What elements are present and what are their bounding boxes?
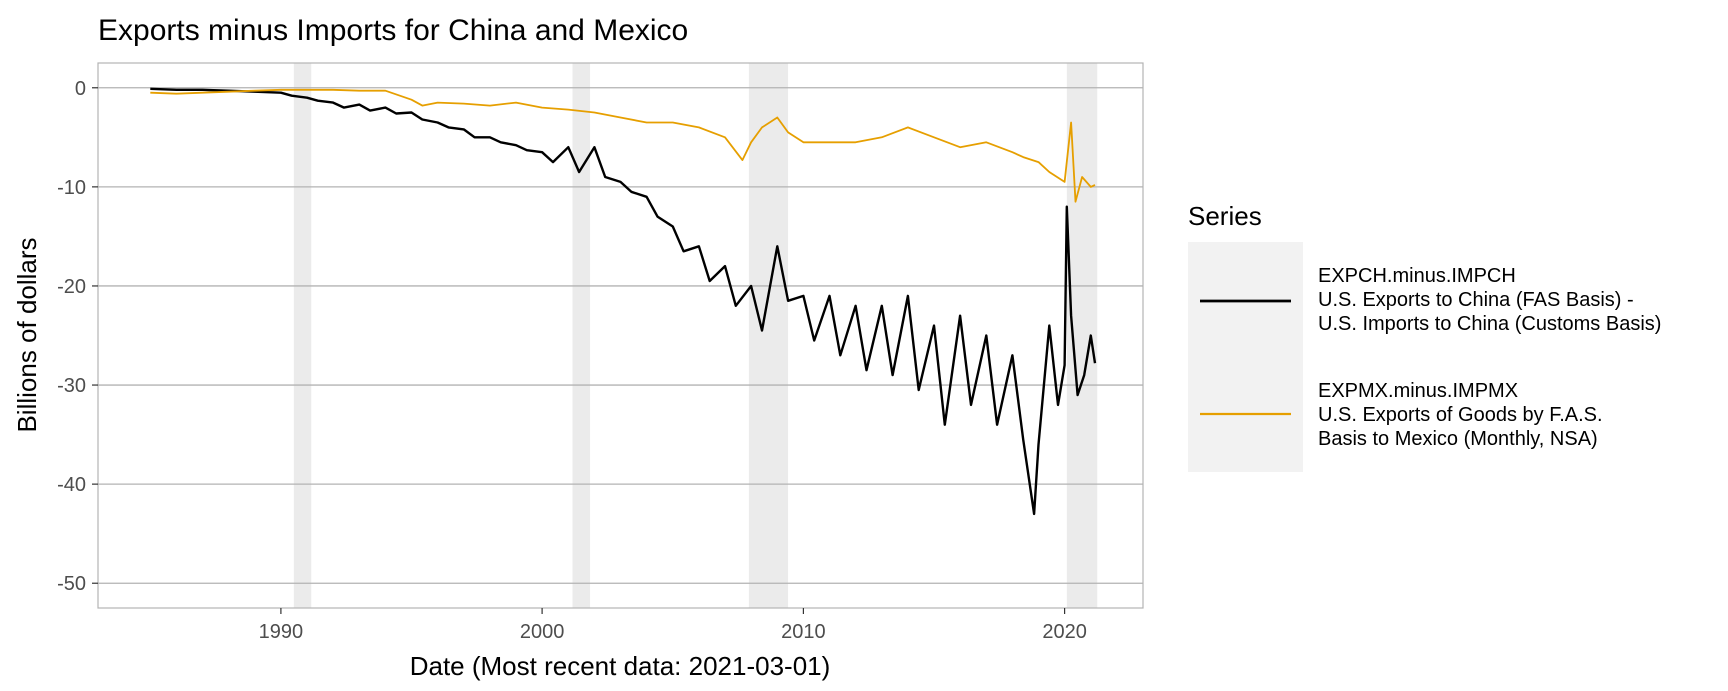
series-line-expch-minus-impch bbox=[150, 87, 1097, 516]
y-tick-label: -20 bbox=[57, 276, 86, 298]
recession-band-3 bbox=[1066, 63, 1098, 608]
legend-entry-expch: EXPCH.minus.IMPCH U.S. Exports to China … bbox=[1318, 265, 1661, 335]
x-axis-label: Date (Most recent data: 2021-03-01) bbox=[410, 651, 831, 681]
y-axis-label: Billions of dollars bbox=[12, 237, 42, 432]
legend: Series EXPCH.minus.IMPCH U.S. Exports to… bbox=[1188, 201, 1661, 472]
legend-entry-expch-line-2: U.S. Exports to China (FAS Basis) - bbox=[1318, 289, 1634, 311]
y-tick-label: -40 bbox=[57, 474, 86, 496]
legend-entry-expch-line-1: EXPCH.minus.IMPCH bbox=[1318, 265, 1516, 287]
y-tick-label: -50 bbox=[57, 573, 86, 595]
legend-entry-expmx-line-1: EXPMX.minus.IMPMX bbox=[1318, 380, 1518, 402]
y-tick-label: 0 bbox=[75, 78, 86, 100]
x-tick-label: 1990 bbox=[259, 621, 304, 643]
recession-band-1 bbox=[572, 63, 591, 608]
y-tick-label: -10 bbox=[57, 177, 86, 199]
chart-title: Exports minus Imports for China and Mexi… bbox=[98, 14, 688, 47]
legend-entry-expmx: EXPMX.minus.IMPMX U.S. Exports of Goods … bbox=[1318, 380, 1608, 450]
y-axis-ticks: 0 -10 -20 -30 -40 -50 bbox=[57, 78, 98, 595]
legend-entry-expch-line-3: U.S. Imports to China (Customs Basis) bbox=[1318, 313, 1661, 335]
legend-entry-expmx-line-2: U.S. Exports of Goods by F.A.S. bbox=[1318, 404, 1603, 426]
x-tick-label: 2010 bbox=[781, 621, 826, 643]
legend-title: Series bbox=[1188, 201, 1262, 231]
y-tick-label: -30 bbox=[57, 375, 86, 397]
legend-key-background bbox=[1188, 242, 1303, 472]
recession-band-2 bbox=[748, 63, 789, 608]
legend-entry-expmx-line-3: Basis to Mexico (Monthly, NSA) bbox=[1318, 428, 1598, 450]
recession-bands bbox=[293, 63, 1098, 608]
x-axis-ticks: 1990 2000 2010 2020 bbox=[259, 608, 1087, 643]
series-lines bbox=[150, 87, 1097, 516]
plot-border bbox=[97, 62, 1144, 609]
x-tick-label: 2020 bbox=[1042, 621, 1087, 643]
series-line-expmx-minus-impmx bbox=[150, 88, 1096, 203]
x-tick-label: 2000 bbox=[520, 621, 565, 643]
recession-band-0 bbox=[293, 63, 312, 608]
